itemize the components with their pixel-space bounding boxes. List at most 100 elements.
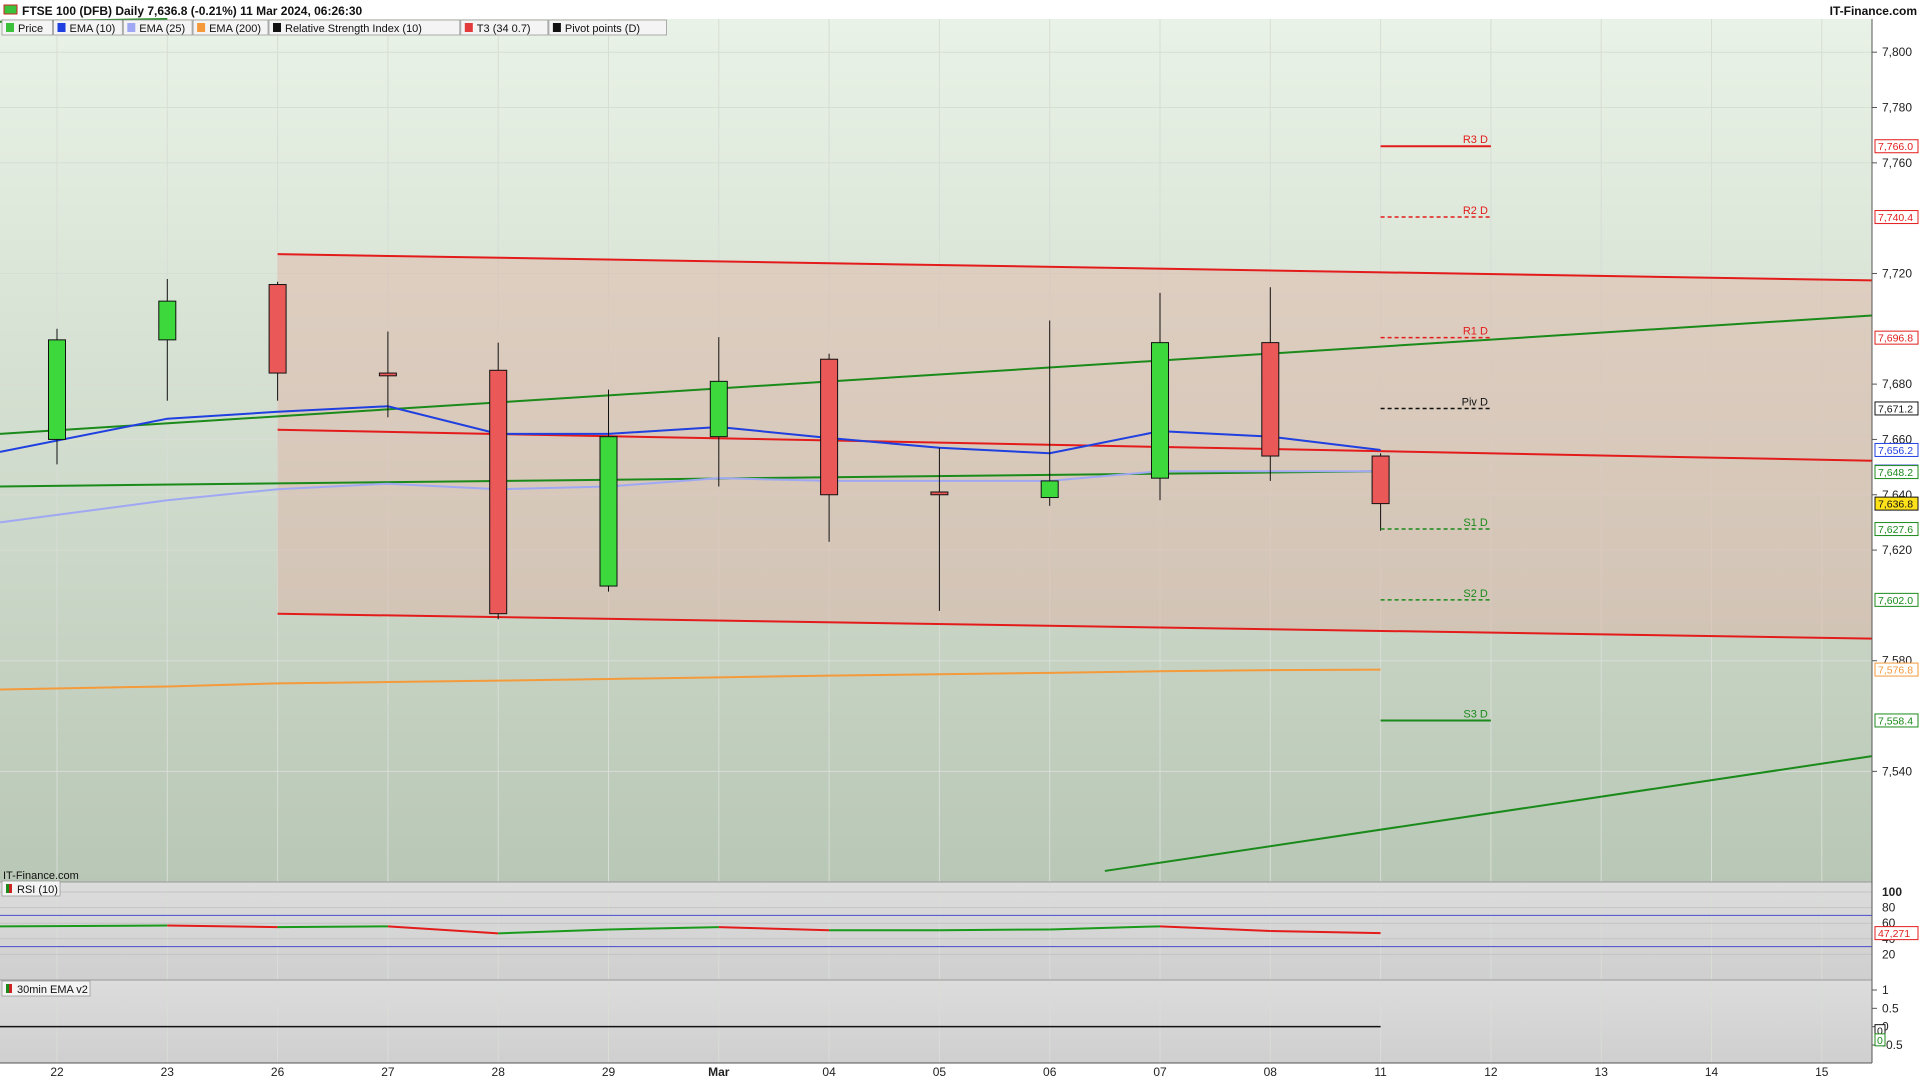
rsi-label-box: RSI (10)	[1, 880, 61, 897]
legend-item: Relative Strength Index (10)	[268, 19, 461, 36]
trend-line	[0, 314, 1873, 435]
rsi-segment	[718, 926, 830, 932]
pivot-value-tag-box	[1874, 713, 1919, 728]
pivot-label: Piv D	[1462, 396, 1488, 408]
pivot-value-tag-box	[1874, 139, 1919, 154]
y-tick-label: 7,760	[1882, 156, 1912, 170]
pivot-value-tag-box	[1874, 592, 1919, 607]
pivot-label: S2 D	[1463, 588, 1488, 600]
rsi-segment	[1270, 930, 1381, 935]
ema30-tag-box	[1874, 1033, 1886, 1047]
x-tick-label: 07	[1153, 1065, 1167, 1079]
candle	[1040, 320, 1059, 506]
rsi-segment	[939, 928, 1050, 932]
pivot-value-tag: 7,627.6	[1878, 524, 1913, 536]
x-tick-label: 26	[271, 1065, 285, 1079]
x-tick-label: 23	[161, 1065, 175, 1079]
series-value-tag-box	[1874, 442, 1919, 457]
pivot-value-tag: 7,671.2	[1878, 403, 1913, 415]
rsi-segment	[1159, 925, 1271, 932]
legend-item-box	[268, 19, 461, 36]
candle-body	[820, 358, 839, 496]
x-tick-label: 15	[1815, 1065, 1829, 1079]
candle-body	[709, 380, 728, 438]
pivot-label: S1 D	[1463, 517, 1488, 529]
candle	[48, 328, 66, 465]
y-tick-label: 7,780	[1882, 101, 1912, 115]
x-tick-label: 22	[50, 1065, 64, 1079]
legend-label: EMA (10)	[70, 23, 116, 35]
legend-item: EMA (25)	[122, 19, 193, 36]
rsi-segment	[1049, 925, 1161, 931]
legend-item: Pivot points (D)	[548, 19, 667, 36]
series-value-tag: 7,648.2	[1878, 467, 1913, 479]
title-swatch	[3, 4, 18, 15]
legend-swatch	[197, 23, 206, 32]
ema30-tick-label: -0.5	[1882, 1038, 1903, 1052]
legend-item-box	[53, 19, 123, 36]
legend-label: EMA (25)	[139, 23, 185, 35]
candle	[268, 281, 287, 401]
y-tick-label: 7,800	[1882, 45, 1912, 59]
series-value-tag: 7,636.8	[1878, 499, 1913, 511]
ema30-panel-bg	[0, 980, 1872, 1063]
legend-label: EMA (200)	[209, 23, 261, 35]
candle	[930, 447, 949, 611]
header: FTSE 100 (DFB) Daily 7,636.8 (-0.21%) 11…	[3, 4, 1917, 18]
legend-item: Price	[1, 19, 53, 36]
legend-item-box	[1, 19, 53, 36]
legend-swatch	[57, 23, 66, 32]
ema30-label-swatch-b	[9, 984, 12, 993]
ema30-tag: 0	[1877, 1026, 1883, 1038]
legend-item-box	[460, 19, 549, 36]
tags-layer: 7,766.0 7,740.4 7,696.8 7,671.2 7,627.6 7,602…	[1874, 139, 1919, 1047]
x-tick-label: 29	[602, 1065, 616, 1079]
channel-layer	[277, 253, 1873, 640]
rsi-segment	[0, 924, 168, 928]
pivot-value-tag-box	[1874, 401, 1919, 416]
rsi-segment	[498, 928, 609, 935]
legend-item-box	[122, 19, 193, 36]
channel-lower	[277, 612, 1873, 640]
x-tick-label: 05	[933, 1065, 947, 1079]
y-tick-label: 7,720	[1882, 266, 1912, 280]
candle-body	[378, 372, 397, 377]
x-tick-label: 11	[1374, 1065, 1387, 1079]
ema30-tag: 0	[1877, 1035, 1883, 1047]
x-axis-strip	[0, 1063, 1920, 1080]
candle-body	[1040, 480, 1059, 499]
pivot-value-tag: 7,558.4	[1878, 715, 1913, 727]
legend-item: EMA (10)	[53, 19, 123, 36]
legend-label: Relative Strength Index (10)	[285, 23, 422, 35]
y-tick-label: 7,680	[1882, 377, 1912, 391]
rsi-segment	[608, 926, 719, 931]
candle	[1371, 453, 1390, 531]
rsi-value-tag: 47,271	[1878, 928, 1910, 940]
candle-body	[599, 436, 618, 587]
pivot-value-tag-box	[1874, 330, 1919, 345]
pivot-value-tag-box	[1874, 210, 1919, 225]
legend-item: T3 (34 0.7)	[460, 19, 549, 36]
candle-body	[158, 300, 177, 341]
rsi-tick-label: 100	[1882, 885, 1902, 899]
candle	[158, 279, 177, 401]
x-tick-label: 27	[381, 1065, 395, 1079]
rsi-segment	[387, 925, 499, 935]
candle	[1151, 292, 1169, 501]
x-tick-label: 13	[1595, 1065, 1609, 1079]
candle	[820, 353, 839, 542]
legend-label: Price	[18, 23, 43, 35]
candle	[599, 389, 618, 592]
series-value-tag: 7,656.2	[1878, 445, 1913, 457]
candle-body	[1261, 342, 1280, 457]
x-tick-label: 06	[1043, 1065, 1057, 1079]
legend-swatch	[127, 23, 136, 32]
ema30-tick-label: 1	[1882, 983, 1889, 997]
pivot-value-tag: 7,696.8	[1878, 333, 1913, 345]
candle	[1261, 287, 1280, 481]
rsi-value-tag-box	[1874, 926, 1919, 941]
x-tick-label: 08	[1264, 1065, 1278, 1079]
legend-swatch	[552, 23, 561, 32]
legend-label: Pivot points (D)	[565, 23, 640, 35]
x-tick-label: Mar	[708, 1065, 730, 1079]
